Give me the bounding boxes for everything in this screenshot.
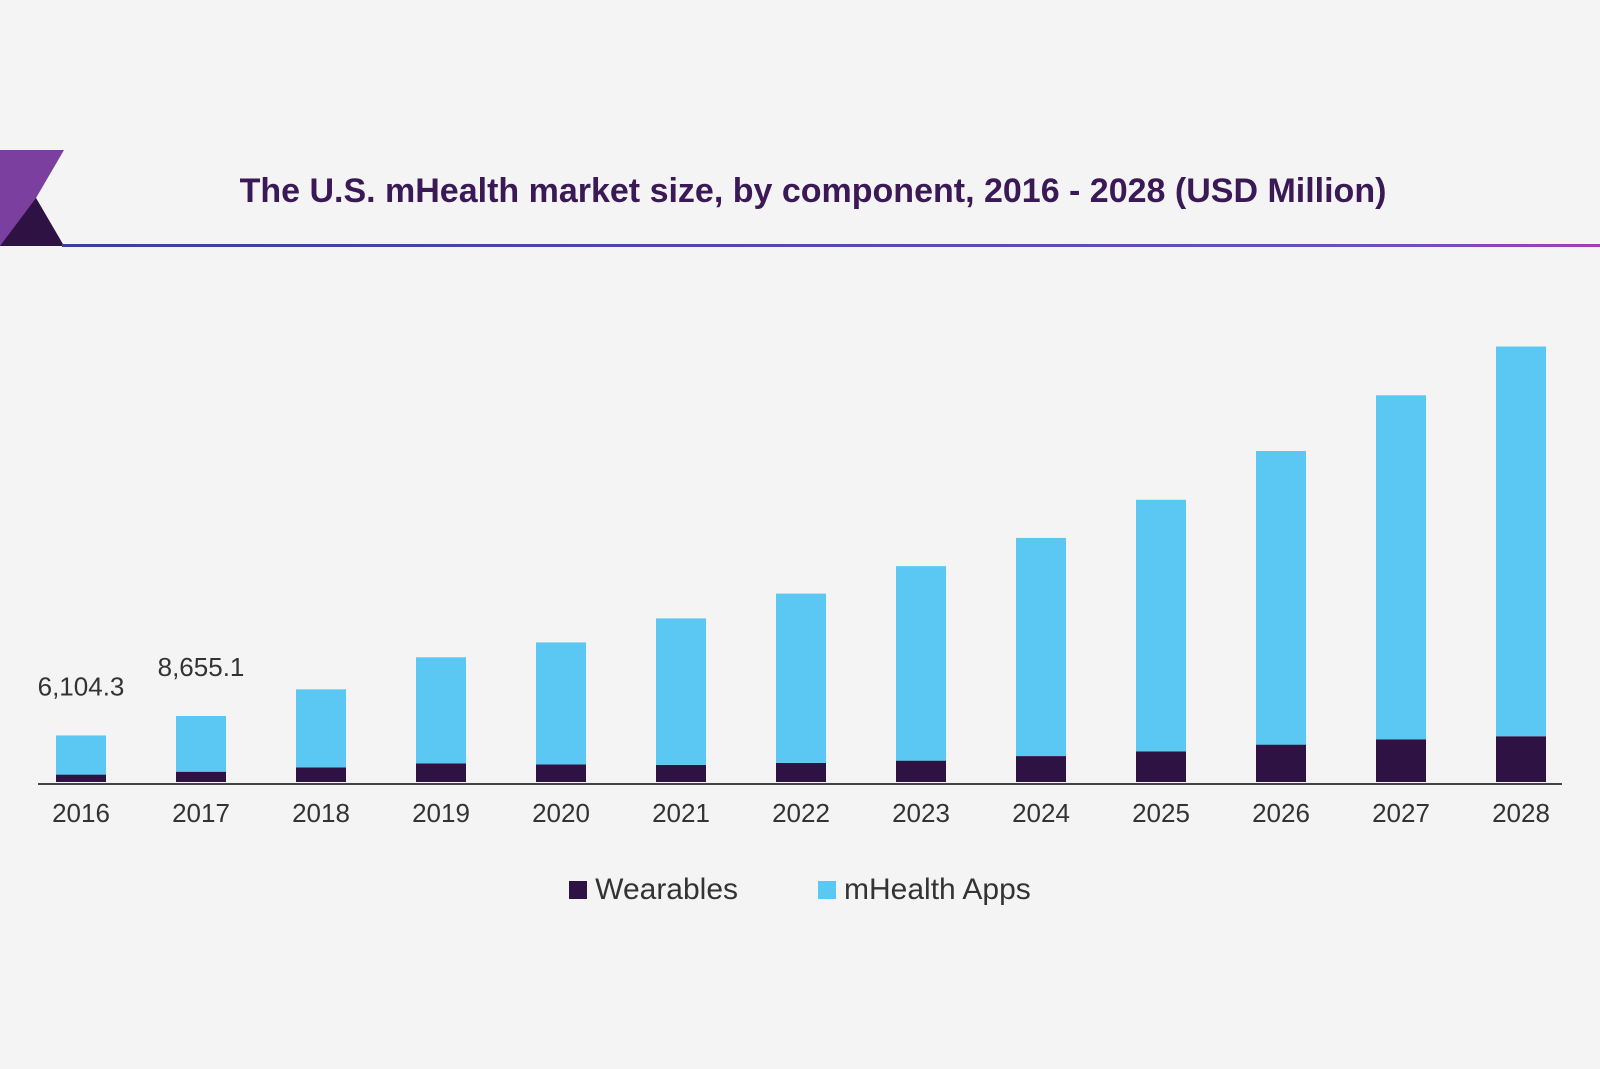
data-labels: 6,104.3 8,655.1 bbox=[38, 652, 245, 701]
bar-wearables-2026 bbox=[1256, 744, 1306, 782]
bar-mhealth-apps-2021 bbox=[656, 618, 706, 765]
legend-swatch-mhealth-apps bbox=[818, 881, 837, 899]
legend-item-wearables: Wearables bbox=[569, 873, 738, 907]
x-tick-label-2026: 2026 bbox=[1252, 798, 1310, 828]
bar-mhealth-apps-2022 bbox=[776, 593, 826, 763]
bar-wearables-2019 bbox=[416, 763, 466, 782]
chart-title: The U.S. mHealth market size, by compone… bbox=[239, 172, 1387, 210]
bar-mhealth-apps-2025 bbox=[1136, 499, 1186, 752]
bar-wearables-2020 bbox=[536, 764, 586, 782]
title-accent-shadow bbox=[0, 198, 64, 246]
bar-wearables-2022 bbox=[776, 762, 826, 782]
x-tick-label-2019: 2019 bbox=[412, 798, 470, 828]
bar-mhealth-apps-2028 bbox=[1496, 346, 1546, 737]
bar-mhealth-apps-2024 bbox=[1016, 537, 1066, 757]
data-label-2016: 6,104.3 bbox=[38, 671, 125, 701]
bar-mhealth-apps-2017 bbox=[176, 715, 226, 772]
legend-label-wearables: Wearables bbox=[595, 873, 739, 906]
bar-wearables-2027 bbox=[1376, 739, 1426, 782]
title-underline bbox=[62, 244, 1600, 247]
data-label-2017: 8,655.1 bbox=[158, 652, 245, 682]
bar-wearables-2017 bbox=[176, 771, 226, 782]
bar-wearables-2024 bbox=[1016, 756, 1066, 782]
bar-wearables-2018 bbox=[296, 767, 346, 782]
bar-wearables-2023 bbox=[896, 760, 946, 782]
x-tick-label-2016: 2016 bbox=[52, 798, 110, 828]
bar-wearables-2021 bbox=[656, 764, 706, 782]
bar-mhealth-apps-2020 bbox=[536, 642, 586, 765]
x-tick-label-2017: 2017 bbox=[172, 798, 230, 828]
legend: Wearables mHealth Apps bbox=[0, 870, 1600, 910]
bar-wearables-2028 bbox=[1496, 736, 1546, 782]
bar-mhealth-apps-2023 bbox=[896, 566, 946, 761]
x-tick-label-2018: 2018 bbox=[292, 798, 350, 828]
bar-mhealth-apps-2018 bbox=[296, 689, 346, 768]
x-tick-label-2025: 2025 bbox=[1132, 798, 1190, 828]
x-tick-labels: 2016 2017 2018 2019 2020 2021 2022 2023 2024 2025… bbox=[52, 798, 1550, 828]
bar-mhealth-apps-2016 bbox=[56, 735, 106, 775]
bar-wearables-2016 bbox=[56, 774, 106, 782]
bars-group bbox=[56, 346, 1546, 782]
x-tick-label-2023: 2023 bbox=[892, 798, 950, 828]
bar-mhealth-apps-2027 bbox=[1376, 395, 1426, 740]
x-tick-label-2021: 2021 bbox=[652, 798, 710, 828]
legend-swatch-wearables bbox=[569, 881, 588, 899]
legend-item-mhealth-apps: mHealth Apps bbox=[818, 873, 1031, 907]
bar-mhealth-apps-2026 bbox=[1256, 450, 1306, 745]
legend-label-mhealth-apps: mHealth Apps bbox=[844, 873, 1031, 906]
x-tick-label-2022: 2022 bbox=[772, 798, 830, 828]
x-tick-label-2024: 2024 bbox=[1012, 798, 1070, 828]
x-tick-label-2027: 2027 bbox=[1372, 798, 1430, 828]
bar-mhealth-apps-2019 bbox=[416, 657, 466, 764]
title-band bbox=[0, 150, 1600, 247]
x-tick-label-2028: 2028 bbox=[1492, 798, 1550, 828]
bar-wearables-2025 bbox=[1136, 751, 1186, 782]
x-tick-label-2020: 2020 bbox=[532, 798, 590, 828]
